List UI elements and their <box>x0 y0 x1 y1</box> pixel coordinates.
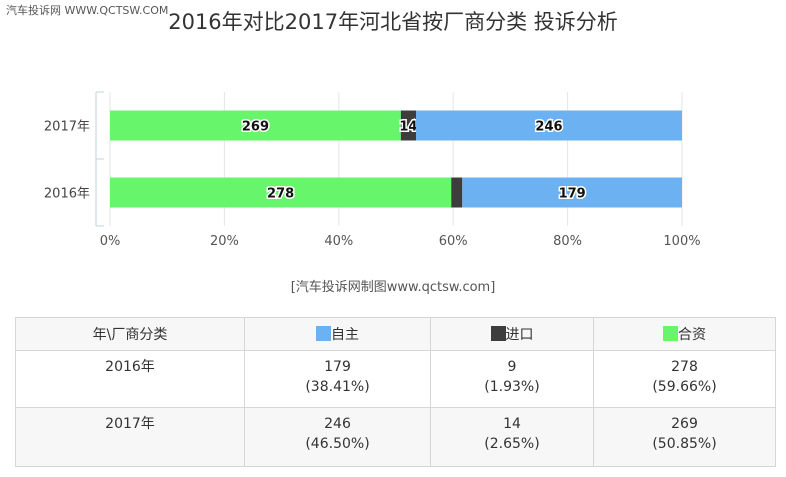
table-cell: 14 (2.65%) <box>430 407 594 467</box>
data-label: 246 <box>535 120 562 135</box>
watermark-text: 汽车投诉网 WWW.QCTSW.COM <box>6 4 169 17</box>
table-header-row: 年\厂商分类 自主 进口 合资 <box>15 317 776 351</box>
data-table: 年\厂商分类 自主 进口 合资 2016年 179 (38.41%) 9 (1.93… <box>15 317 776 467</box>
bar-segment <box>110 110 401 141</box>
x-tick-label: 40% <box>324 234 353 249</box>
x-tick-label: 100% <box>663 234 700 249</box>
table-cell: 246 (46.50%) <box>244 407 431 467</box>
table-cell: 278 (59.66%) <box>593 350 776 408</box>
table-row: 2017年 246 (46.50%) 14 (2.65%) 269 (50.85%) <box>15 407 776 467</box>
table-header-jinkou: 进口 <box>430 317 594 351</box>
data-label: 278 <box>267 187 294 202</box>
bar-segment <box>462 177 682 208</box>
legend-swatch-hezi <box>663 326 678 341</box>
x-tick-label: 20% <box>210 234 239 249</box>
x-tick-label: 0% <box>100 234 121 249</box>
legend-swatch-jinkou <box>490 326 506 341</box>
stacked-bar-chart: 0% 20% 40% 60% 80% 100% 2017年 269 14 246 2016年 278 1… <box>44 91 701 249</box>
y-category-label: 2016年 <box>44 187 90 202</box>
data-label: 14 <box>399 120 417 135</box>
table-header-corner: 年\厂商分类 <box>15 317 245 351</box>
y-category-label: 2017年 <box>44 120 90 135</box>
x-tick-label: 80% <box>553 234 582 249</box>
legend-swatch-zizhu <box>316 326 331 341</box>
table-cell-year: 2017年 <box>15 407 245 467</box>
bar-segment <box>110 177 452 208</box>
table-cell-year: 2016年 <box>15 350 245 408</box>
table-header-zizhu: 自主 <box>244 317 431 351</box>
source-caption: [汽车投诉网制图www.qctsw.com] <box>290 280 496 295</box>
table-cell: 9 (1.93%) <box>430 350 594 408</box>
bar-segment <box>400 110 417 141</box>
bar-segment <box>451 177 463 208</box>
data-label: 269 <box>242 120 269 135</box>
table-header-hezi: 合资 <box>593 317 776 351</box>
data-label: 179 <box>559 187 586 202</box>
table-cell: 269 (50.85%) <box>593 407 776 467</box>
bar-segment <box>416 110 682 141</box>
x-tick-label: 60% <box>439 234 468 249</box>
table-row: 2016年 179 (38.41%) 9 (1.93%) 278 (59.66%) <box>15 350 776 408</box>
table-cell: 179 (38.41%) <box>244 350 431 408</box>
chart-title: 2016年对比2017年河北省按厂商分类 投诉分析 <box>168 10 618 34</box>
